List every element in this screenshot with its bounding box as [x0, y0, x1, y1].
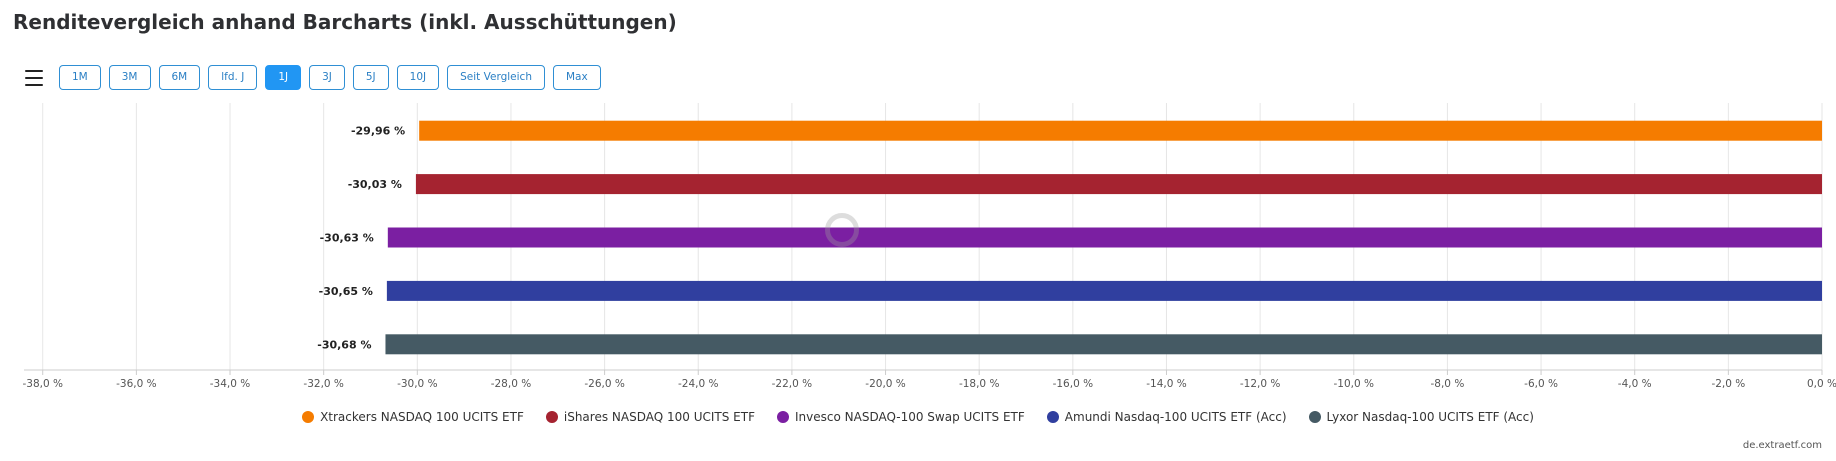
x-tick-label: -16,0 %: [1053, 378, 1094, 390]
hamburger-menu-icon[interactable]: [25, 69, 43, 86]
x-tick-label: -28,0 %: [491, 378, 532, 390]
legend-label: Invesco NASDAQ-100 Swap UCITS ETF: [795, 410, 1025, 424]
x-tick-label: -8,0 %: [1431, 378, 1465, 390]
range-button-10y[interactable]: 10J: [396, 65, 440, 90]
legend-item-xtrackers[interactable]: Xtrackers NASDAQ 100 UCITS ETF: [302, 410, 524, 424]
range-button-5y[interactable]: 5J: [352, 65, 389, 90]
x-tick-label: -26,0 %: [584, 378, 625, 390]
range-button-6m[interactable]: 6M: [158, 65, 201, 90]
x-tick-label: -6,0 %: [1524, 378, 1558, 390]
data-label: -30,68 %: [317, 338, 371, 351]
bar: [385, 334, 1823, 355]
legend-label: Amundi Nasdaq-100 UCITS ETF (Acc): [1064, 410, 1287, 424]
range-button-ytd[interactable]: lfd. J: [208, 65, 258, 90]
legend-item-invesco[interactable]: Invesco NASDAQ-100 Swap UCITS ETF: [777, 410, 1025, 424]
range-button-since-comparison[interactable]: Seit Vergleich: [447, 65, 545, 90]
x-tick-label: -14,0 %: [1146, 378, 1187, 390]
bar: [419, 120, 1822, 141]
x-tick-label: -4,0 %: [1618, 378, 1652, 390]
x-tick-label: -30,0 %: [397, 378, 438, 390]
credit-link[interactable]: de.extraetf.com: [1742, 440, 1822, 451]
range-toolbar: 1M 3M 6M lfd. J 1J 3J 5J 10J Seit Vergle…: [25, 65, 609, 90]
legend-item-amundi[interactable]: Amundi Nasdaq-100 UCITS ETF (Acc): [1046, 410, 1287, 424]
x-tick-label: -20,0 %: [865, 378, 906, 390]
x-tick-label: -32,0 %: [303, 378, 344, 390]
x-tick-label: -18,0 %: [959, 378, 1000, 390]
range-button-1y[interactable]: 1J: [265, 65, 302, 90]
x-tick-label: -34,0 %: [210, 378, 251, 390]
chart-legend: Xtrackers NASDAQ 100 UCITS ETF iShares N…: [0, 410, 1836, 424]
bar: [415, 174, 1822, 195]
page-title: Renditevergleich anhand Barcharts (inkl.…: [13, 10, 677, 34]
extraetf-logo-icon: [825, 213, 859, 247]
legend-dot-icon: [777, 411, 789, 423]
x-tick-label: -12,0 %: [1240, 378, 1281, 390]
legend-item-lyxor[interactable]: Lyxor Nasdaq-100 UCITS ETF (Acc): [1308, 410, 1534, 424]
x-tick-label: -36,0 %: [116, 378, 157, 390]
legend-label: Xtrackers NASDAQ 100 UCITS ETF: [320, 410, 524, 424]
legend-item-ishares[interactable]: iShares NASDAQ 100 UCITS ETF: [545, 410, 755, 424]
legend-dot-icon: [302, 411, 315, 423]
x-tick-label: -38,0 %: [22, 378, 63, 390]
range-button-3y[interactable]: 3J: [309, 65, 345, 90]
data-label: -30,65 %: [319, 285, 373, 298]
bar: [387, 227, 1822, 248]
x-tick-label: 0,0 %: [1807, 378, 1836, 390]
legend-label: iShares NASDAQ 100 UCITS ETF: [563, 410, 755, 424]
data-label: -29,96 %: [351, 125, 405, 138]
x-tick-label: -10,0 %: [1334, 378, 1375, 390]
x-tick-label: -22,0 %: [772, 378, 813, 390]
range-button-3m[interactable]: 3M: [108, 65, 151, 90]
data-label: -30,63 %: [320, 232, 374, 245]
legend-label: Lyxor Nasdaq-100 UCITS ETF (Acc): [1326, 410, 1534, 424]
bar-chart: -38,0 % -36,0 % -34,0 % -32,0 % -30,0 % -28,0…: [22, 103, 1836, 390]
data-label: -30,03 %: [348, 178, 402, 191]
legend-dot-icon: [1046, 411, 1059, 423]
legend-dot-icon: [1308, 411, 1321, 423]
legend-dot-icon: [545, 411, 558, 423]
range-button-max[interactable]: Max: [552, 65, 601, 90]
range-button-1m[interactable]: 1M: [59, 65, 101, 90]
x-tick-label: -24,0 %: [678, 378, 719, 390]
bar: [386, 280, 1823, 301]
x-tick-label: -2,0 %: [1711, 378, 1745, 390]
